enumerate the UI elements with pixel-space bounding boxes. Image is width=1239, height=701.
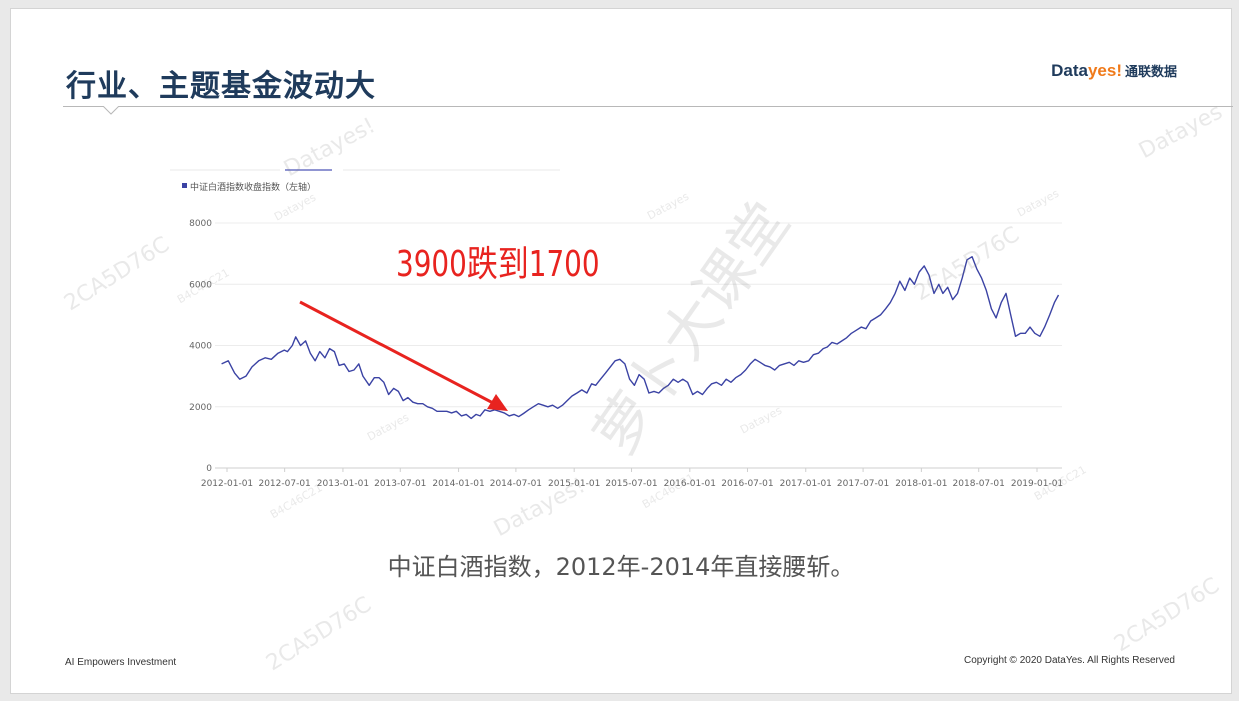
x-axis: 2012-01-01 2012-07-01 2013-01-01 2013-07-01… bbox=[201, 467, 1063, 489]
x-tick-label: 2018-01-01 bbox=[895, 479, 947, 489]
logo-cn-text: 通联数据 bbox=[1124, 64, 1177, 79]
x-tick-label: 2014-07-01 bbox=[490, 479, 542, 489]
legend-label: 中证白酒指数收盘指数（左轴） bbox=[190, 181, 316, 193]
legend-swatch bbox=[182, 183, 187, 188]
slide: 行业、主题基金波动大 Datayes! 通联数据 中证白酒指数，2012年-201… bbox=[10, 8, 1233, 694]
logo-brand-suffix: yes! bbox=[1087, 61, 1122, 80]
y-tick-label: 2000 bbox=[189, 403, 212, 413]
x-tick-label: 2012-07-01 bbox=[258, 479, 310, 489]
header-divider bbox=[63, 106, 1233, 107]
annotation-label: 3900跌到1700 bbox=[396, 243, 600, 285]
footer-tagline: AI Empowers Investment bbox=[65, 657, 177, 668]
annotation-arrow-shaft bbox=[299, 300, 496, 406]
x-tick-label: 2015-07-01 bbox=[605, 479, 657, 489]
y-tick-label: 4000 bbox=[189, 342, 212, 352]
annotation-arrow-head bbox=[487, 394, 508, 411]
chart-legend: 中证白酒指数收盘指数（左轴） bbox=[182, 181, 316, 193]
chart-caption: 中证白酒指数，2012年-2014年直接腰斩。 bbox=[387, 553, 855, 581]
footer-copyright: Copyright © 2020 DataYes. All Rights Res… bbox=[963, 655, 1175, 666]
y-tick-label: 6000 bbox=[189, 280, 212, 290]
x-tick-label: 2015-01-01 bbox=[548, 479, 600, 489]
x-tick-label: 2013-07-01 bbox=[374, 479, 426, 489]
x-tick-label: 2012-01-01 bbox=[201, 479, 253, 489]
x-tick-label: 2016-07-01 bbox=[721, 479, 773, 489]
x-tick-label: 2017-07-01 bbox=[837, 479, 889, 489]
chart-grid bbox=[215, 222, 1062, 408]
x-tick-label: 2017-01-01 bbox=[780, 479, 832, 489]
page-title: 行业、主题基金波动大 bbox=[66, 69, 376, 104]
chart-annotation: 3900跌到1700 bbox=[299, 243, 600, 411]
header-notch bbox=[103, 106, 119, 115]
y-axis: 0 2000 4000 6000 8000 bbox=[189, 219, 212, 474]
y-tick-label: 0 bbox=[206, 464, 212, 474]
x-tick-label: 2013-01-01 bbox=[317, 479, 369, 489]
x-tick-label: 2019-01-01 bbox=[1011, 479, 1063, 489]
logo-brand-prefix: Data bbox=[1051, 61, 1088, 80]
x-tick-label: 2016-01-01 bbox=[664, 479, 716, 489]
y-tick-label: 8000 bbox=[189, 219, 212, 229]
series-line-baijiu-index bbox=[221, 256, 1060, 420]
x-tick-label: 2014-01-01 bbox=[432, 479, 484, 489]
datayes-logo: Datayes! 通联数据 bbox=[1051, 61, 1177, 81]
x-tick-label: 2018-07-01 bbox=[953, 479, 1005, 489]
